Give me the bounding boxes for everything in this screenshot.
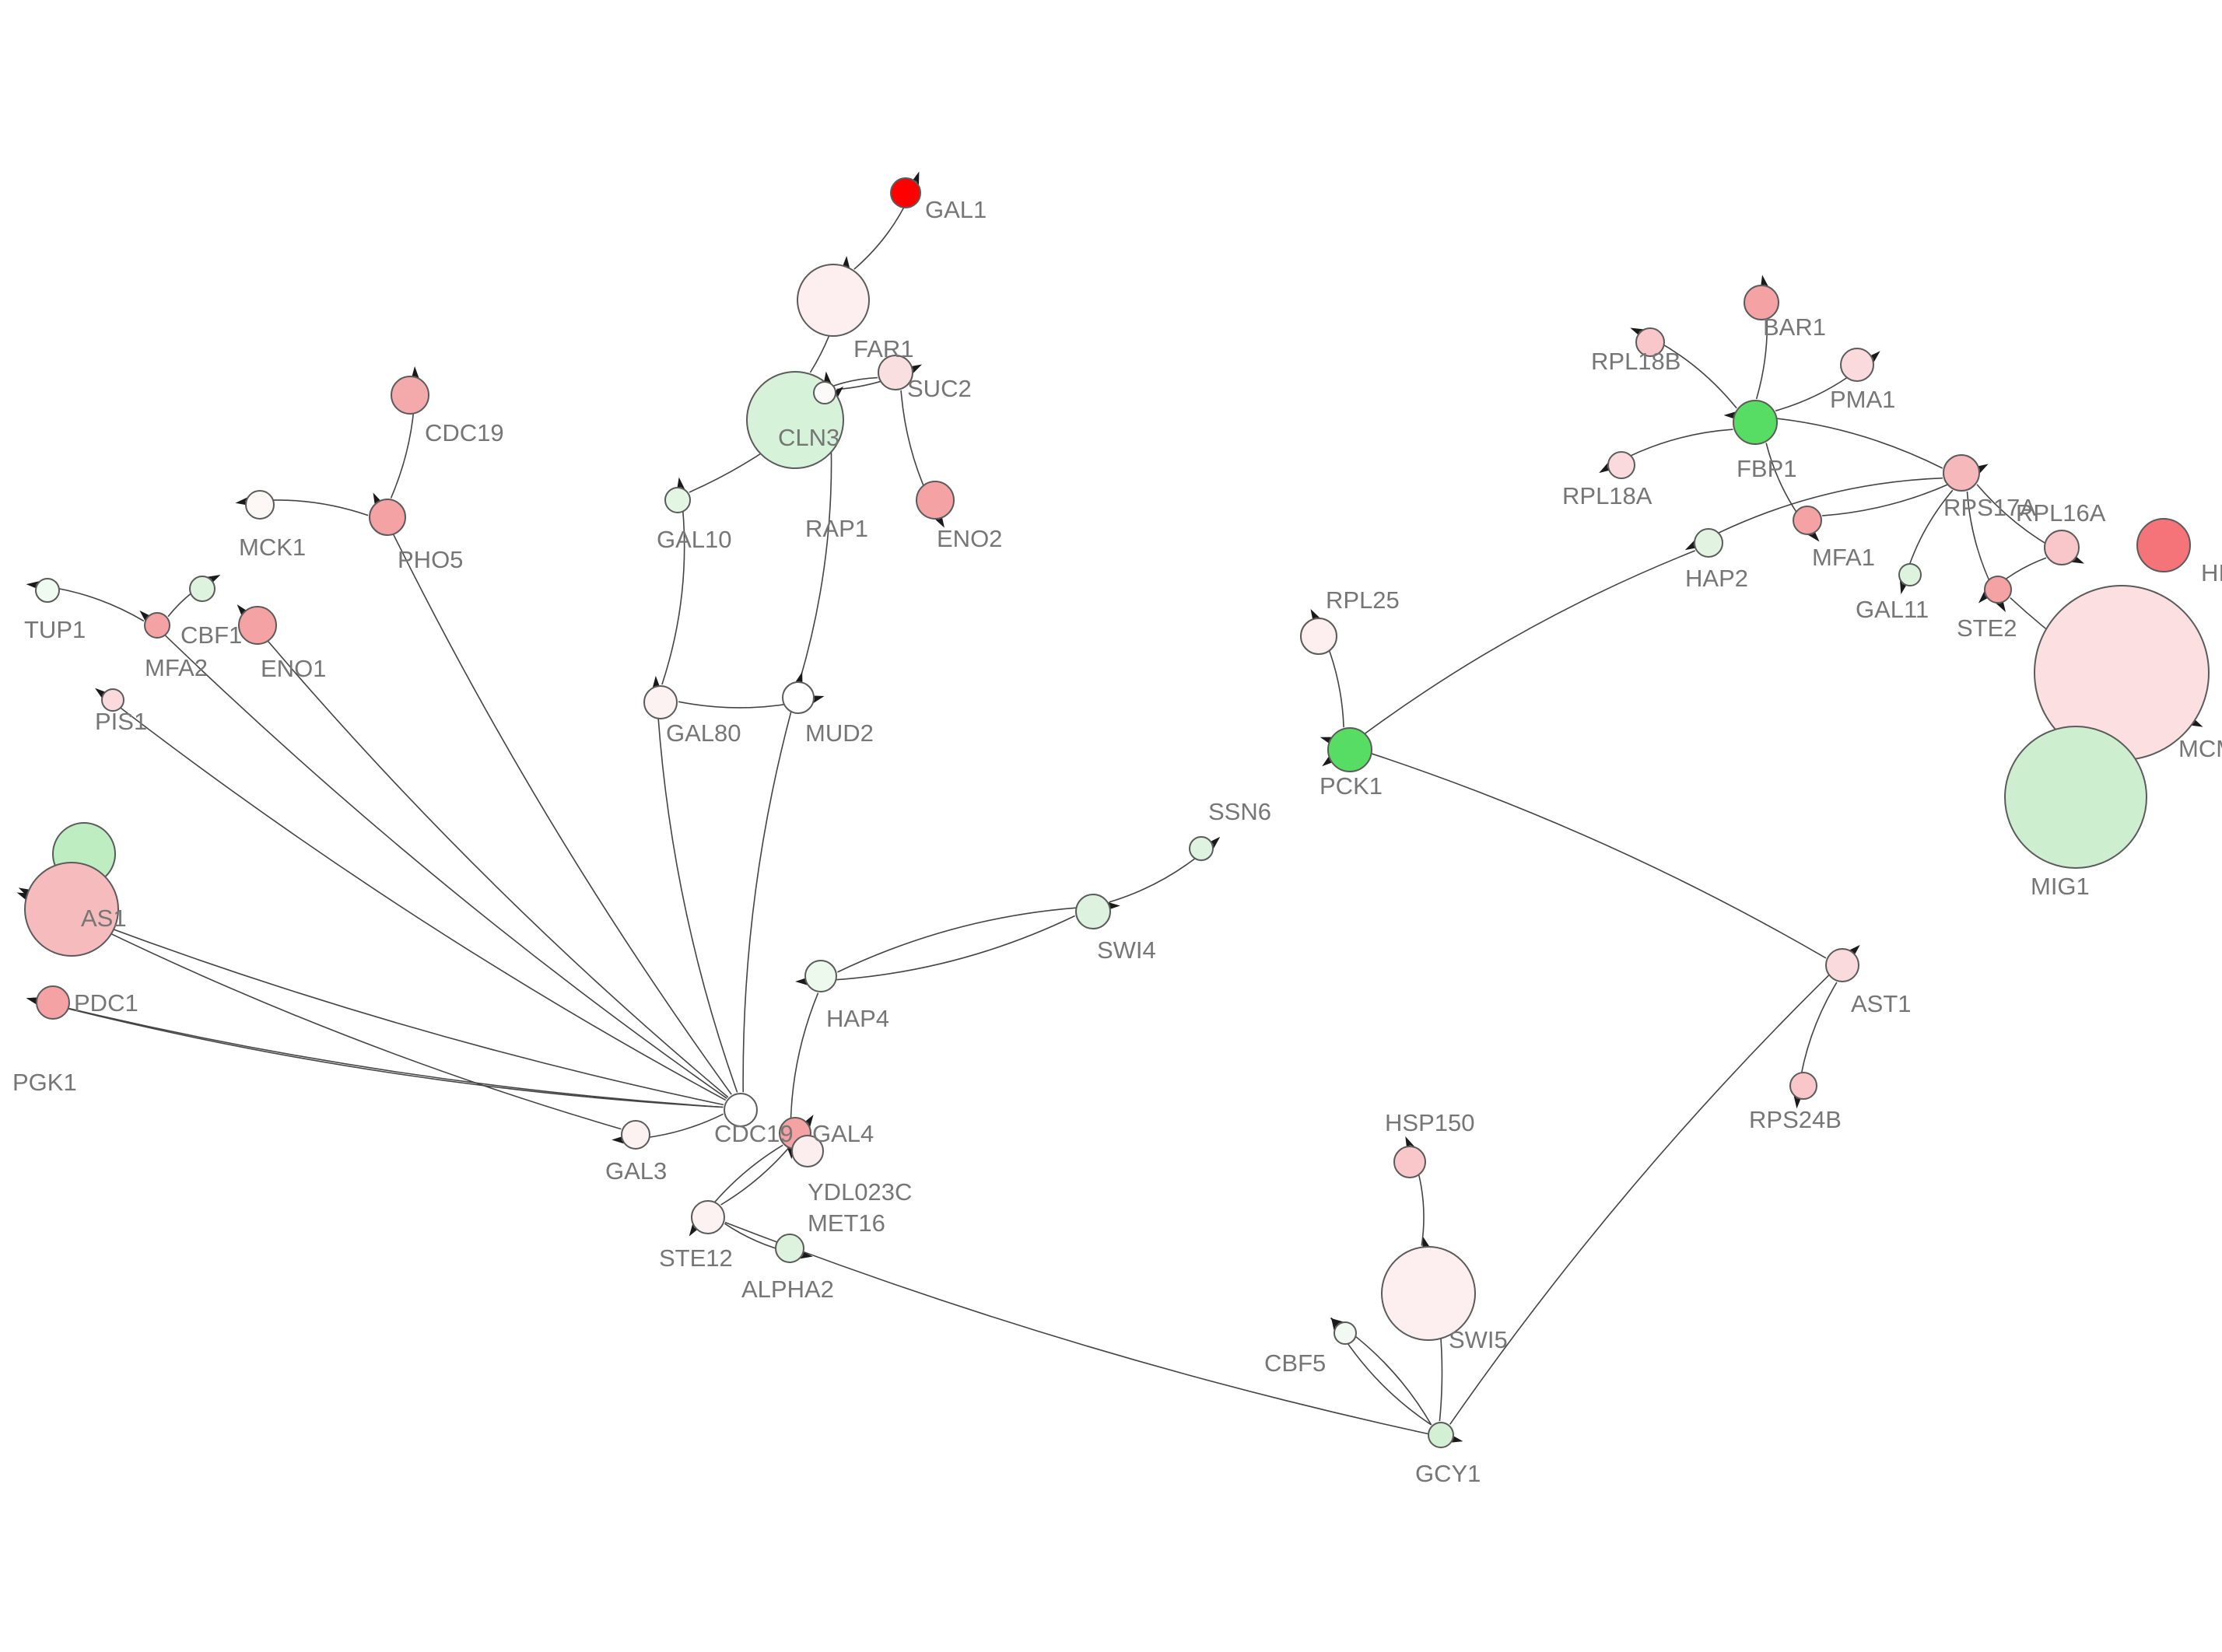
svg-text:GAL4: GAL4 <box>812 1120 874 1147</box>
svg-text:STE12: STE12 <box>659 1244 733 1272</box>
svg-text:RAP1: RAP1 <box>805 515 868 542</box>
svg-text:GCY1: GCY1 <box>1415 1460 1481 1487</box>
svg-text:CLN3: CLN3 <box>778 424 839 451</box>
svg-text:CBF5: CBF5 <box>1264 1349 1326 1377</box>
svg-text:GAL1: GAL1 <box>925 196 987 223</box>
svg-text:PDC1: PDC1 <box>74 989 138 1017</box>
svg-text:HIS4: HIS4 <box>2201 559 2222 586</box>
svg-text:HAP2: HAP2 <box>1685 565 1748 592</box>
svg-text:ENO2: ENO2 <box>937 525 1002 552</box>
svg-text:RPL25: RPL25 <box>1326 586 1400 614</box>
svg-text:CDC19: CDC19 <box>425 419 504 446</box>
svg-text:GAL80: GAL80 <box>666 719 741 747</box>
svg-text:MUD2: MUD2 <box>805 719 874 747</box>
svg-text:ENO1: ENO1 <box>261 655 326 682</box>
svg-text:BAR1: BAR1 <box>1763 313 1826 341</box>
svg-text:HSP150: HSP150 <box>1385 1109 1474 1136</box>
svg-text:SSN6: SSN6 <box>1208 798 1271 825</box>
svg-text:SUC2: SUC2 <box>907 375 972 402</box>
svg-text:AS1: AS1 <box>81 905 127 932</box>
svg-text:SWI5: SWI5 <box>1449 1326 1508 1353</box>
svg-text:MCM1: MCM1 <box>2178 735 2222 762</box>
svg-text:AST1: AST1 <box>1851 990 1912 1017</box>
svg-text:CBF1: CBF1 <box>180 621 242 649</box>
svg-text:RPL18A: RPL18A <box>1562 482 1652 509</box>
svg-text:STE2: STE2 <box>1957 614 2017 642</box>
svg-text:YDL023C: YDL023C <box>808 1178 912 1206</box>
svg-text:PHO5: PHO5 <box>398 546 463 573</box>
svg-text:SWI4: SWI4 <box>1097 936 1156 964</box>
svg-text:RPL16A: RPL16A <box>2016 499 2106 527</box>
svg-text:GAL10: GAL10 <box>657 526 732 553</box>
svg-text:GAL11: GAL11 <box>1856 596 1929 623</box>
svg-text:PIS1: PIS1 <box>95 708 147 735</box>
svg-text:PMA1: PMA1 <box>1830 386 1895 413</box>
svg-text:ALPHA2: ALPHA2 <box>741 1276 834 1303</box>
svg-text:PCK1: PCK1 <box>1320 772 1383 800</box>
svg-text:PGK1: PGK1 <box>12 1069 77 1096</box>
svg-text:MCK1: MCK1 <box>239 534 306 561</box>
svg-text:GAL3: GAL3 <box>605 1157 667 1185</box>
svg-text:CDC19: CDC19 <box>714 1120 794 1147</box>
svg-text:RPS24B: RPS24B <box>1749 1106 1842 1133</box>
svg-text:HAP4: HAP4 <box>826 1005 889 1032</box>
svg-text:RPL18B: RPL18B <box>1591 348 1681 375</box>
svg-text:MET16: MET16 <box>808 1209 885 1237</box>
svg-text:MFA2: MFA2 <box>145 654 208 681</box>
svg-text:FAR1: FAR1 <box>853 335 914 362</box>
svg-text:MFA1: MFA1 <box>1812 544 1875 571</box>
svg-text:MIG1: MIG1 <box>2031 873 2090 900</box>
svg-text:TUP1: TUP1 <box>24 616 86 643</box>
svg-text:FBP1: FBP1 <box>1737 455 1797 482</box>
